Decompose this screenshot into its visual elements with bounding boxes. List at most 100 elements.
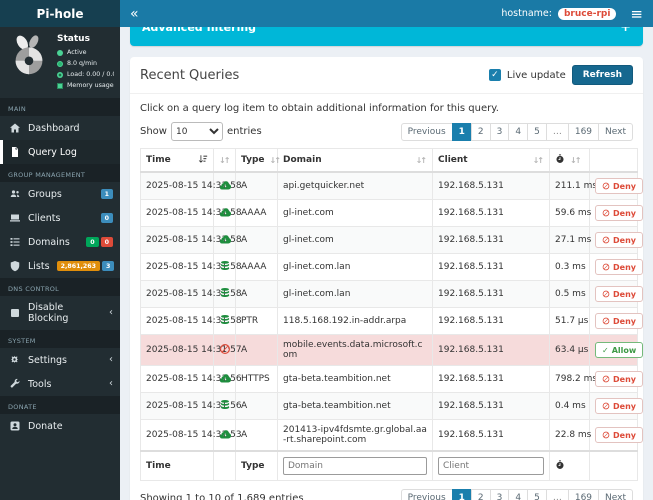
query-row[interactable]: 2025-08-15 14:31:58 PTR 118.5.168.192.in-a… xyxy=(140,307,643,335)
brand-logo[interactable]: Pi-hole xyxy=(0,0,120,27)
refresh-button[interactable]: Refresh xyxy=(571,65,633,85)
pagination-next[interactable]: Next xyxy=(598,489,633,500)
count-badge: 2,861,263 xyxy=(56,261,101,272)
column-header-time[interactable]: Time xyxy=(140,148,214,173)
deny-button[interactable]: Deny xyxy=(595,313,643,329)
cell-domain: 201413-ipv4fdsmte.gr.global.aa-rt.sharep… xyxy=(277,419,433,452)
sidebar-item-settings[interactable]: Settings ‹ xyxy=(0,348,120,372)
pagination-next[interactable]: Next xyxy=(598,122,633,141)
ban-icon xyxy=(602,290,610,298)
status-items: Active 8.0 q/min Load: 0.00 / 0.00 / 0.00 M… xyxy=(57,47,114,91)
column-header-reply[interactable]: ↓↑ xyxy=(549,148,590,173)
status-item-label: Memory usage: 18.9 % xyxy=(67,82,114,90)
footer-client-cell xyxy=(432,450,550,481)
pagination-page-3[interactable]: 3 xyxy=(489,489,510,500)
live-update-checkbox[interactable]: ✓ xyxy=(488,69,501,81)
pagination-page-1[interactable]: 1 xyxy=(451,122,472,141)
hamburger-menu-icon[interactable]: ≡ xyxy=(630,4,643,23)
sidebar-item-disable-blocking[interactable]: Disable Blocking ‹ xyxy=(0,296,120,330)
column-header-domain[interactable]: Domain ↓↑ xyxy=(277,148,433,173)
footer-action-cell xyxy=(589,450,638,481)
pagination-previous[interactable]: Previous xyxy=(400,122,453,141)
sidebar-item-extras: 1 xyxy=(100,189,113,200)
deny-button[interactable]: Deny xyxy=(595,232,643,248)
column-header-content: Client ↓↑ xyxy=(438,155,544,165)
cell-domain: 118.5.168.192.in-addr.arpa xyxy=(277,307,433,335)
cell-action: Deny xyxy=(589,392,643,420)
cached-status-icon xyxy=(219,260,231,272)
expand-plus-icon[interactable]: + xyxy=(620,20,631,35)
pagination-page-1[interactable]: 1 xyxy=(451,489,472,500)
column-header-type[interactable]: Type ↓↑ xyxy=(235,148,281,173)
table-hint: Click on a query log item to obtain addi… xyxy=(140,103,499,114)
deny-button[interactable]: Deny xyxy=(595,259,643,275)
pagination-page-5[interactable]: 5 xyxy=(527,489,547,500)
sidebar-item-query-log[interactable]: Query Log xyxy=(0,140,120,165)
pagination-page-169[interactable]: 169 xyxy=(567,122,600,141)
query-row[interactable]: 2025-08-15 14:31:53 A 201413-ipv4fdsmte.gr… xyxy=(140,419,643,452)
pagination-page-169[interactable]: 169 xyxy=(567,489,600,500)
cell-time: 2025-08-15 14:31:58 xyxy=(140,280,242,308)
page-length-select[interactable]: 10 xyxy=(170,122,223,141)
cell-type: A xyxy=(235,280,278,308)
deny-button[interactable]: Deny xyxy=(595,427,643,443)
load-icon xyxy=(57,71,63,78)
sidebar-collapse-icon[interactable]: « xyxy=(130,5,139,22)
deny-button[interactable]: Deny xyxy=(595,178,643,194)
sort-icon: ↓↑ xyxy=(570,155,581,165)
deny-button[interactable]: Deny xyxy=(595,398,643,414)
query-row[interactable]: 2025-08-15 14:31:56 HTTPS gta-beta.teambit… xyxy=(140,365,643,393)
deny-button[interactable]: Deny xyxy=(595,205,643,221)
query-row[interactable]: 2025-08-15 14:31:58 AAAA gl-inet.com.lan 19… xyxy=(140,253,643,281)
forwarded-status-icon xyxy=(219,372,231,384)
status-title: Status xyxy=(57,34,90,44)
pagination-page-3[interactable]: 3 xyxy=(489,122,510,141)
pagination-top: Previous 1 2 3 4 5… 169 Next xyxy=(400,122,633,141)
brand-title: Pi-hole xyxy=(36,6,84,21)
sidebar-section-header: GROUP MANAGEMENT xyxy=(0,164,120,183)
pagination-page-5[interactable]: 5 xyxy=(527,122,547,141)
sidebar-item-clients[interactable]: Clients 0 xyxy=(0,206,120,230)
sidebar-menu: MAIN Dashboard Query Log GROUP MANAGEMENT Gr… xyxy=(0,98,120,438)
client-filter-input[interactable] xyxy=(438,457,544,475)
sidebar-item-groups[interactable]: Groups 1 xyxy=(0,182,120,206)
allow-button[interactable]: ✓ Allow xyxy=(595,342,644,358)
query-row[interactable]: 2025-08-15 14:31:58 AAAA gl-inet.com 192.16… xyxy=(140,199,643,227)
column-header-client[interactable]: Client ↓↑ xyxy=(432,148,550,173)
sidebar-item-tools[interactable]: Tools ‹ xyxy=(0,372,120,396)
deny-button[interactable]: Deny xyxy=(595,371,643,387)
deny-button[interactable]: Deny xyxy=(595,286,643,302)
rate-icon xyxy=(57,60,63,67)
queries-table: Time ↓↑ Type ↓↑ Domain ↓↑ Client ↓↑ ↓↑ 2025-08-1… xyxy=(140,148,644,481)
cell-type: A xyxy=(235,226,278,254)
sidebar-item-extras: 0 xyxy=(100,213,113,224)
pagination-page-4[interactable]: 4 xyxy=(508,122,529,141)
sidebar-item-donate[interactable]: Donate xyxy=(0,414,120,438)
status-item: Load: 0.00 / 0.00 / 0.00 xyxy=(57,69,114,80)
cell-action: Deny xyxy=(589,253,643,281)
column-header-status[interactable]: ↓↑ xyxy=(213,148,236,173)
navbar-main: « hostname: bruce-rpi ≡ xyxy=(120,0,653,27)
cached-status-icon xyxy=(219,399,231,411)
pagination-page-4[interactable]: 4 xyxy=(508,489,529,500)
pagination-page-2[interactable]: 2 xyxy=(470,489,491,500)
card-body: Click on a query log item to obtain addi… xyxy=(130,94,644,500)
cell-reply-time: 0.3 ms xyxy=(549,253,590,281)
sidebar-item-dashboard[interactable]: Dashboard xyxy=(0,116,120,140)
sidebar-item-lists[interactable]: Lists 2,861,263 3 xyxy=(0,254,120,278)
pagination-previous[interactable]: Previous xyxy=(400,489,453,500)
hostname-label: hostname: xyxy=(501,8,552,19)
ban-icon xyxy=(602,375,610,383)
pagination-page-2[interactable]: 2 xyxy=(470,122,491,141)
sidebar-item-label: Dashboard xyxy=(28,122,80,134)
domain-filter-input[interactable] xyxy=(283,457,427,475)
cell-reply-time: 0.5 ms xyxy=(549,280,590,308)
sidebar-item-domains[interactable]: Domains 0 0 xyxy=(0,230,120,254)
action-label: Deny xyxy=(613,430,636,440)
ban-icon xyxy=(602,431,610,439)
